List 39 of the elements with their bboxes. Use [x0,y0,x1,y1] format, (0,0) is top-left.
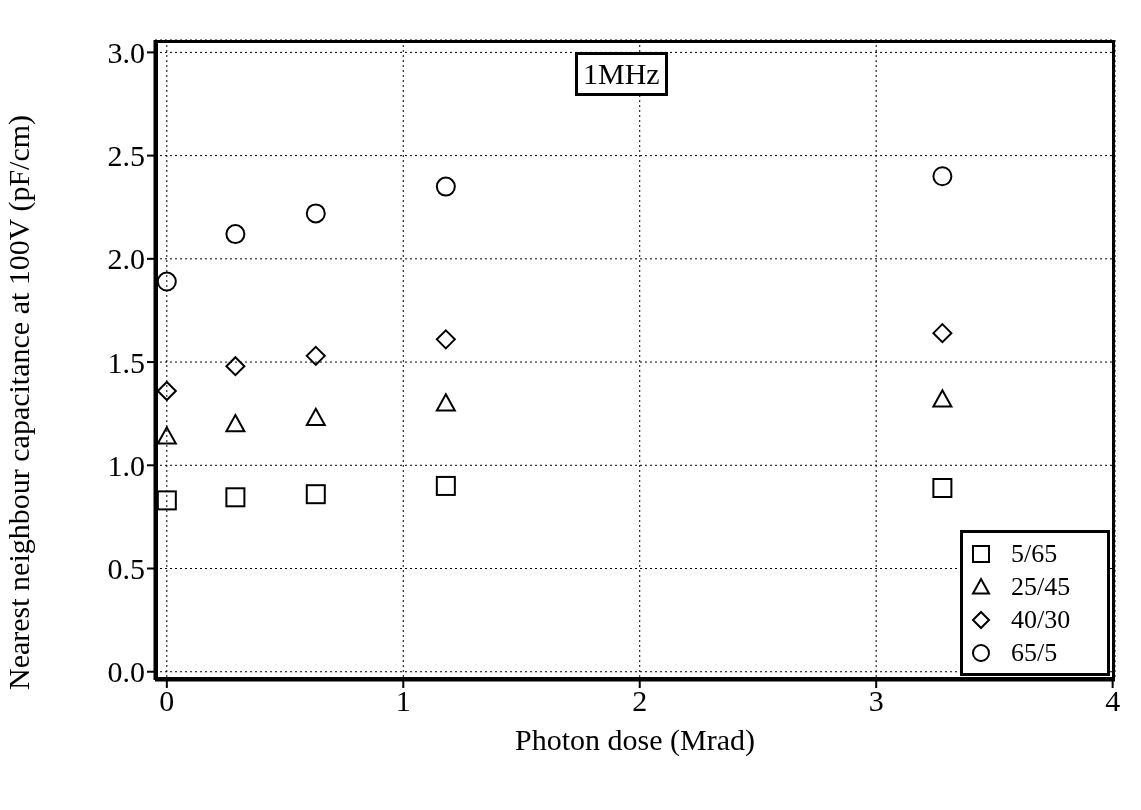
point [225,356,246,377]
point [435,176,456,197]
point [305,484,326,505]
point [932,478,953,498]
point [435,393,456,412]
point [225,487,246,508]
annotation: 1MHz [575,52,668,96]
point [225,414,246,433]
x-tick-label: 2 [632,684,648,718]
y-tick-label: 1.5 [107,345,145,379]
point [305,407,326,427]
x-tick-label: 1 [395,684,411,718]
point [225,224,246,245]
legend-label: 5/65 [1011,538,1058,569]
y-tick-label: 3.0 [107,36,145,70]
legend-label: 65/5 [1011,637,1058,668]
y-tick-label: 0.5 [107,552,145,586]
point [305,345,326,366]
x-tick-label: 0 [159,684,175,718]
point [156,271,177,292]
point [156,426,177,445]
point [932,166,953,187]
x-axis-title: Photon dose (Mrad) [515,723,755,757]
point [435,329,456,350]
y-tick-label: 2.0 [107,242,145,276]
y-axis-title: Nearest neighbour capacitance at 100V (pF/cm) [1,114,36,690]
x-tick-label: 3 [868,684,884,718]
point [156,490,177,511]
y-tick-label: 2.5 [107,139,145,173]
point [932,389,953,408]
point [435,475,456,496]
y-tick-label: 0.0 [107,655,145,689]
point [305,203,326,224]
legend-label: 40/30 [1011,604,1071,635]
y-tick-label: 1.0 [107,448,145,482]
legend-label: 25/45 [1011,571,1071,602]
point [156,380,177,401]
x-tick-label: 4 [1105,684,1121,718]
point [932,323,953,344]
